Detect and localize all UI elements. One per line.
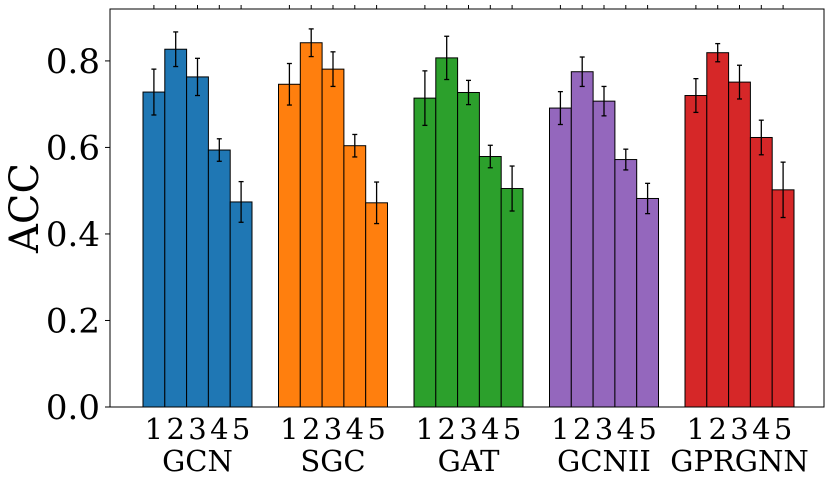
bar-gcn-2 [164, 48, 188, 408]
bar-sgc-3 [321, 68, 345, 408]
bar-label: 2 [166, 412, 184, 446]
bar-gprgnn-3 [728, 81, 751, 408]
bar-label: 2 [573, 412, 591, 446]
bar-label: 4 [752, 412, 770, 446]
bar-gcn-4 [207, 149, 231, 408]
bar-gcnii-5 [636, 197, 660, 408]
bar-gprgnn-5 [771, 189, 795, 408]
bar-gcnii-1 [549, 107, 572, 408]
bar-sgc-5 [365, 202, 389, 408]
bar-label: 3 [730, 412, 748, 446]
bar-gcnii-3 [592, 100, 616, 408]
bar-label: 3 [188, 412, 206, 446]
bar-label: 1 [280, 412, 298, 446]
error-bars-layer [151, 28, 786, 225]
plot-frame [109, 8, 825, 408]
bar-gprgnn-2 [706, 52, 730, 408]
bar-label: 3 [595, 412, 613, 446]
bar-gcn-1 [142, 91, 166, 408]
bar-sgc-1 [278, 83, 301, 408]
bar-label: 4 [346, 412, 364, 446]
top-ticks [153, 5, 784, 9]
y-axis-title: ACC [2, 163, 48, 254]
y-tick-label: 0.0 [46, 388, 100, 428]
bar-gcnii-4 [614, 159, 638, 408]
bar-label: 1 [551, 412, 569, 446]
group-label-sgc: SGC [300, 444, 365, 478]
bar-label: 4 [481, 412, 499, 446]
bar-gprgnn-4 [749, 136, 773, 408]
bar-label: 5 [232, 412, 250, 446]
bar-gat-5 [500, 188, 524, 408]
bar-label: 5 [638, 412, 656, 446]
bar-label: 2 [302, 412, 320, 446]
bar-gprgnn-1 [684, 95, 708, 408]
y-tick-label: 0.8 [46, 42, 100, 82]
bar-label: 2 [708, 412, 726, 446]
bar-gcn-3 [186, 76, 209, 408]
group-label-gcnii: GCNII [557, 444, 651, 478]
bar-sgc-4 [343, 145, 367, 408]
y-axis: 0.0 0.2 0.4 0.6 0.8 [46, 42, 110, 428]
group-label-gcn: GCN [162, 444, 233, 478]
bar-label: 1 [416, 412, 434, 446]
y-tick-label: 0.4 [46, 215, 100, 255]
bar-label: 5 [367, 412, 385, 446]
group-label-gprgnn: GPRGNN [670, 444, 808, 478]
bar-gat-3 [457, 91, 480, 408]
bars-layer [142, 42, 795, 408]
bar-label: 1 [687, 412, 705, 446]
y-tick-label: 0.6 [46, 128, 100, 168]
bar-sgc-2 [299, 42, 323, 408]
y-tick-label: 0.2 [46, 301, 100, 341]
bar-label: 5 [503, 412, 521, 446]
bar-label: 1 [145, 412, 163, 446]
bar-gcn-5 [229, 201, 253, 408]
bar-label: 4 [617, 412, 635, 446]
bar-label: 4 [210, 412, 228, 446]
bar-gat-1 [413, 97, 437, 408]
bar-label: 3 [459, 412, 477, 446]
bar-gat-2 [435, 57, 459, 408]
bar-gcnii-2 [570, 71, 594, 408]
bar-label: 5 [774, 412, 792, 446]
bar-label: 3 [324, 412, 342, 446]
bar-label: 2 [437, 412, 455, 446]
group-label-gat: GAT [438, 444, 501, 478]
bar-gat-4 [478, 156, 502, 408]
